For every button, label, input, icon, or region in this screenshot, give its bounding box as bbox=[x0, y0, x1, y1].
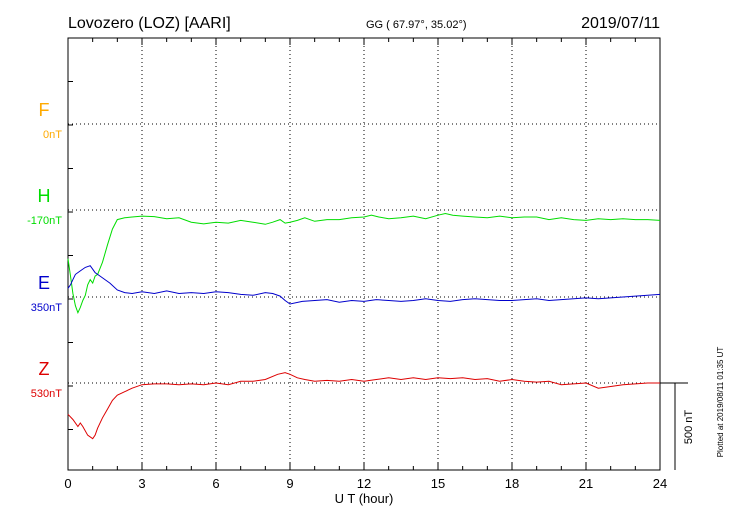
component-label-f: F bbox=[39, 100, 50, 120]
plotted-at-note: Plotted at 2019/08/11 01:35 UT bbox=[716, 347, 725, 458]
component-baseline-f: 0nT bbox=[43, 129, 62, 141]
date-label: 2019/07/11 bbox=[581, 15, 660, 32]
component-baseline-e: 350nT bbox=[31, 302, 62, 314]
x-tick-label: 24 bbox=[653, 476, 667, 491]
x-tick-label: 15 bbox=[431, 476, 445, 491]
x-tick-label: 6 bbox=[212, 476, 219, 491]
x-tick-label: 0 bbox=[64, 476, 71, 491]
scale-bar-label: 500 nT bbox=[683, 410, 695, 445]
component-label-e: E bbox=[38, 273, 50, 293]
axis-ticks bbox=[67, 37, 661, 470]
x-tick-label: 9 bbox=[286, 476, 293, 491]
data-series bbox=[67, 212, 661, 440]
grid-lines bbox=[68, 38, 660, 470]
series-line-z bbox=[67, 372, 660, 440]
scale-bar: 500 nT bbox=[660, 382, 695, 470]
component-baseline-z: 530nT bbox=[31, 388, 62, 400]
x-tick-label: 12 bbox=[357, 476, 371, 491]
x-tick-label: 3 bbox=[138, 476, 145, 491]
x-tick-label: 21 bbox=[579, 476, 593, 491]
component-label-z: Z bbox=[39, 359, 50, 379]
station-title: Lovozero (LOZ) [AARI] bbox=[68, 15, 231, 32]
x-axis-label: U T (hour) bbox=[335, 491, 394, 506]
x-tick-labels: 0 3 6 9 12 15 18 21 24 bbox=[64, 476, 667, 491]
coordinates-label: GG ( 67.97°, 35.02°) bbox=[366, 19, 467, 31]
series-line-e bbox=[67, 265, 661, 305]
component-labels: F 0nT H -170nT E 350nT Z 530nT bbox=[27, 100, 62, 400]
component-baseline-h: -170nT bbox=[27, 215, 62, 227]
component-label-h: H bbox=[38, 186, 51, 206]
series-line-h bbox=[67, 212, 661, 315]
x-tick-label: 18 bbox=[505, 476, 519, 491]
